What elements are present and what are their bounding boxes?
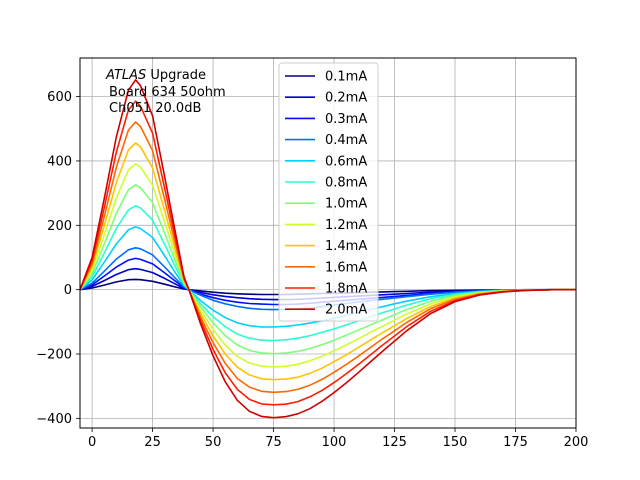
x-tick-label: 100	[322, 435, 347, 450]
legend-label: 0.8mA	[325, 176, 367, 191]
plot-area	[80, 79, 576, 419]
series-line-0.2mA	[80, 267, 576, 301]
x-axis-ticks: 0 25 50 75 100 125 150 175 200	[88, 428, 588, 450]
series-line-0.8mA	[80, 204, 576, 342]
x-tick-label: 25	[144, 435, 161, 450]
annotation-line-1: ATLAS Upgrade	[105, 68, 206, 83]
legend-label: 0.3mA	[325, 112, 367, 127]
x-tick-label: 175	[503, 435, 528, 450]
legend-label: 1.8mA	[325, 282, 367, 297]
axes-frame	[79, 57, 577, 429]
legend-label: 0.6mA	[325, 154, 367, 169]
series-line-1.4mA	[80, 142, 576, 381]
x-tick-label: 0	[88, 435, 96, 450]
series-line-1.2mA	[80, 163, 576, 368]
x-tick-label: 150	[443, 435, 468, 450]
series-line-0.1mA	[80, 278, 576, 296]
legend-label: 1.2mA	[325, 218, 367, 233]
series-lines	[80, 79, 576, 419]
legend: 0.1mA 0.2mA 0.3mA 0.4mA 0.6mA 0.8mA 1.0mA 1.2mA…	[278, 62, 379, 322]
legend-label: 0.1mA	[325, 70, 367, 85]
x-tick-label: 50	[205, 435, 222, 450]
legend-label: 1.0mA	[325, 197, 367, 212]
x-tick-label: 125	[382, 435, 407, 450]
annotation-line-3: Ch051 20.0dB	[109, 101, 201, 116]
legend-label: 0.2mA	[325, 91, 367, 106]
y-tick-label: 400	[47, 154, 72, 169]
legend-label: 1.4mA	[325, 239, 367, 254]
y-tick-label: −400	[36, 412, 72, 427]
y-tick-label: 200	[47, 219, 72, 234]
annotation-atlas: ATLAS	[105, 68, 146, 83]
legend-label: 1.6mA	[325, 260, 367, 275]
annotation-block: ATLAS Upgrade Board 634 50ohm Ch051 20.0…	[105, 68, 226, 116]
legend-box	[278, 62, 379, 322]
x-tick-label: 75	[265, 435, 282, 450]
series-line-0.6mA	[80, 226, 576, 328]
y-tick-label: 600	[47, 90, 72, 105]
series-line-0.4mA	[80, 247, 576, 311]
annotation-line-2: Board 634 50ohm	[109, 85, 226, 100]
series-line-1.0mA	[80, 184, 576, 355]
x-tick-label: 200	[564, 435, 589, 450]
series-line-2.0mA	[80, 79, 576, 419]
series-line-1.6mA	[80, 121, 576, 394]
annotation-upgrade: Upgrade	[146, 68, 206, 83]
legend-label: 0.4mA	[325, 133, 367, 148]
y-axis-ticks: −400 −200 0 200 400 600	[36, 90, 80, 427]
y-tick-label: −200	[36, 348, 72, 363]
series-line-1.8mA	[80, 100, 576, 406]
y-tick-label: 0	[64, 283, 72, 298]
legend-label: 2.0mA	[325, 303, 367, 318]
